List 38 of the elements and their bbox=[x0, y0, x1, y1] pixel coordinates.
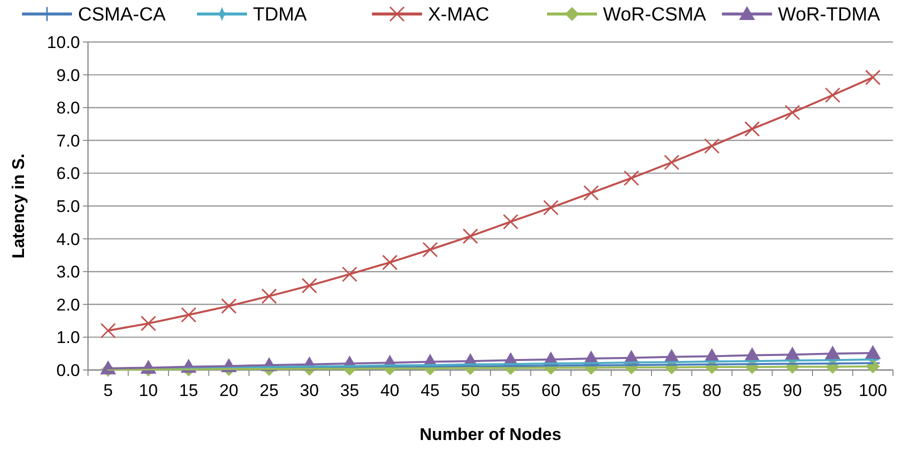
y-tick-label: 0.0 bbox=[56, 360, 80, 380]
x-tick-label: 10 bbox=[138, 381, 158, 400]
x-tick-label: 95 bbox=[823, 381, 842, 400]
y-axis-title: Latency in S. bbox=[9, 154, 28, 258]
y-tick-label: 9.0 bbox=[56, 66, 80, 85]
x-tick-label: 90 bbox=[782, 381, 802, 400]
x-tick-label: 70 bbox=[622, 381, 641, 400]
x-tick-label: 55 bbox=[501, 381, 520, 400]
legend-label: WoR-TDMA bbox=[778, 4, 880, 26]
x-axis-title: Number of Nodes bbox=[420, 425, 562, 444]
y-tick-label: 5.0 bbox=[56, 196, 80, 216]
x-tick-label: 40 bbox=[380, 381, 400, 400]
y-tick-label: 7.0 bbox=[56, 131, 80, 150]
y-tick-label: 10.0 bbox=[46, 32, 80, 52]
x-tick-label: 50 bbox=[460, 381, 480, 400]
y-tick-label: 4.0 bbox=[56, 230, 80, 249]
x-tick-label: 60 bbox=[541, 381, 560, 400]
x-tick-label: 20 bbox=[219, 381, 238, 400]
x-tick-label: 30 bbox=[300, 381, 319, 400]
y-tick-label: 6.0 bbox=[56, 164, 80, 184]
x-tick-label: 35 bbox=[340, 381, 360, 400]
y-tick-label: 3.0 bbox=[56, 262, 80, 282]
x-tick-label: 80 bbox=[702, 381, 722, 400]
legend-label: CSMA-CA bbox=[78, 4, 166, 26]
y-tick-label: 2.0 bbox=[56, 295, 80, 314]
x-tick-label: 75 bbox=[662, 381, 682, 400]
x-tick-label: 25 bbox=[260, 381, 279, 400]
x-tick-label: 85 bbox=[742, 381, 762, 400]
legend-label: TDMA bbox=[253, 4, 308, 26]
x-tick-label: 100 bbox=[858, 381, 888, 400]
y-tick-label: 8.0 bbox=[56, 98, 80, 118]
x-tick-label: 45 bbox=[420, 381, 440, 400]
x-tick-label: 65 bbox=[582, 381, 601, 400]
y-tick-label: 1.0 bbox=[56, 328, 80, 348]
legend-label: WoR-CSMA bbox=[603, 4, 706, 26]
legend-label: X-MAC bbox=[428, 4, 490, 26]
x-tick-label: 15 bbox=[179, 381, 198, 400]
x-tick-label: 5 bbox=[103, 381, 113, 400]
